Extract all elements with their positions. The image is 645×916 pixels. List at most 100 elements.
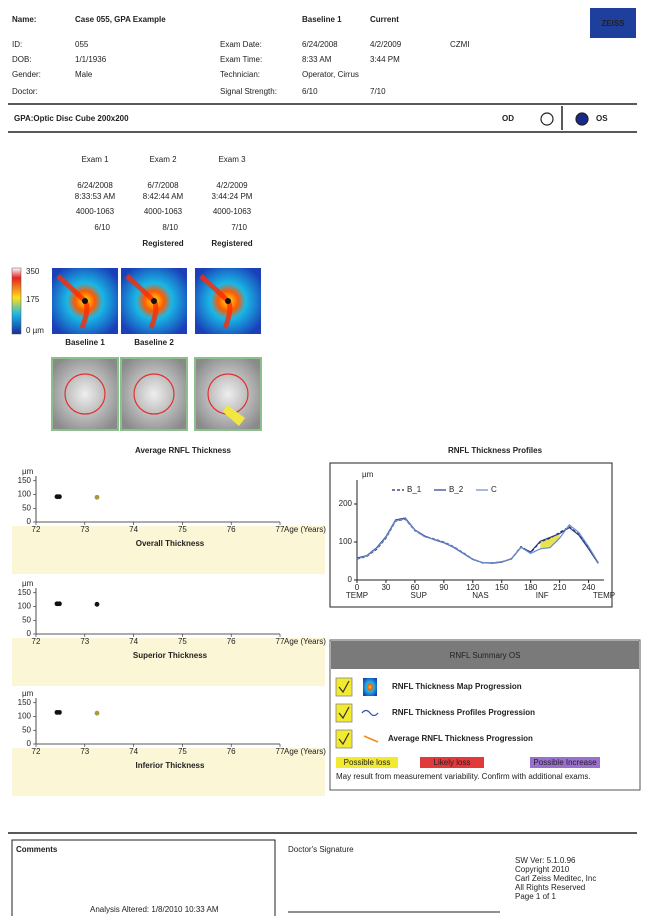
point bbox=[55, 494, 60, 499]
x-label: Age (Years) bbox=[284, 747, 326, 756]
chart-title: Superior Thickness bbox=[133, 651, 208, 660]
x-tick-label: 150 bbox=[495, 583, 509, 592]
y-tick-label: 100 bbox=[18, 602, 32, 611]
comments-label: Comments bbox=[16, 845, 58, 854]
label: Exam Time: bbox=[220, 55, 262, 64]
label: DOB: bbox=[12, 55, 32, 64]
x-tick-label: 210 bbox=[553, 583, 567, 592]
point bbox=[95, 711, 100, 716]
x-tick-label: 72 bbox=[32, 637, 41, 646]
x-tick-label: 75 bbox=[178, 747, 187, 756]
label: 4000-1063 bbox=[213, 207, 252, 216]
label: Operator, Cirrus bbox=[302, 70, 359, 79]
sector-label: TEMP bbox=[593, 591, 615, 600]
y-tick-label: 50 bbox=[22, 615, 31, 624]
label: Baseline 2 bbox=[134, 338, 174, 347]
y-unit: µm bbox=[362, 470, 374, 479]
label: Technician: bbox=[220, 70, 260, 79]
status-box bbox=[336, 678, 352, 696]
x-tick-label: 76 bbox=[227, 525, 236, 534]
label: 1/1/1936 bbox=[75, 55, 107, 64]
label: Doctor: bbox=[12, 87, 38, 96]
analysis-note: Analysis Altered: 1/8/2010 10:33 AM bbox=[90, 905, 219, 914]
legend-label: Likely loss bbox=[434, 758, 471, 767]
label: Name: bbox=[12, 15, 36, 24]
chart-title: Overall Thickness bbox=[136, 539, 205, 548]
sector-label: SUP bbox=[411, 591, 427, 600]
label: Exam 1 bbox=[81, 155, 109, 164]
logo: ZEISS bbox=[601, 19, 625, 28]
label: 4000-1063 bbox=[76, 207, 115, 216]
label: 8:42:44 AM bbox=[143, 192, 184, 201]
label: 8:33:53 AM bbox=[75, 192, 116, 201]
x-tick-label: 74 bbox=[129, 637, 138, 646]
section-title: RNFL Thickness Profiles bbox=[448, 446, 543, 455]
y-unit: µm bbox=[22, 579, 34, 588]
point bbox=[55, 601, 60, 606]
x-tick-label: 74 bbox=[129, 525, 138, 534]
sector-label: TEMP bbox=[346, 591, 368, 600]
y-unit: µm bbox=[22, 689, 34, 698]
software-info: Carl Zeiss Meditec, Inc bbox=[515, 874, 596, 883]
map-disc bbox=[82, 298, 88, 304]
x-label: Age (Years) bbox=[284, 637, 326, 646]
software-info: Copyright 2010 bbox=[515, 865, 570, 874]
label: 4/2/2009 bbox=[370, 40, 402, 49]
fundus-image bbox=[52, 358, 118, 430]
section-title: Average RNFL Thickness bbox=[135, 446, 232, 455]
software-info: All Rights Reserved bbox=[515, 883, 585, 892]
label: Exam Date: bbox=[220, 40, 262, 49]
y-tick-label: 100 bbox=[339, 537, 353, 546]
x-tick-label: 73 bbox=[80, 637, 89, 646]
label: ID: bbox=[12, 40, 22, 49]
scale-label: 175 bbox=[26, 295, 40, 304]
x-tick-label: 73 bbox=[80, 747, 89, 756]
label: 6/10 bbox=[94, 223, 110, 232]
y-tick-label: 50 bbox=[22, 725, 31, 734]
y-tick-label: 150 bbox=[18, 476, 32, 485]
label: 6/10 bbox=[302, 87, 318, 96]
note: May result from measurement variability.… bbox=[336, 772, 591, 781]
x-tick-label: 74 bbox=[129, 747, 138, 756]
software-info: Page 1 of 1 bbox=[515, 892, 556, 901]
legend-label: B_2 bbox=[449, 485, 464, 494]
label: 3:44:24 PM bbox=[212, 192, 253, 201]
x-tick-label: 75 bbox=[178, 637, 187, 646]
y-tick-label: 0 bbox=[348, 575, 353, 584]
signature-label: Doctor's Signature bbox=[288, 845, 354, 854]
label: 4000-1063 bbox=[144, 207, 183, 216]
page-title: GPA:Optic Disc Cube 200x200 bbox=[14, 114, 129, 123]
report: Name:Case 055, GPA ExampleBaseline 1Curr… bbox=[0, 0, 645, 916]
x-tick-label: 73 bbox=[80, 525, 89, 534]
label: 4/2/2009 bbox=[216, 181, 248, 190]
x-tick-label: 72 bbox=[32, 747, 41, 756]
map-disc bbox=[151, 298, 157, 304]
label: 7/10 bbox=[370, 87, 386, 96]
summary-item: Average RNFL Thickness Progression bbox=[388, 734, 533, 743]
label: Gender: bbox=[12, 70, 41, 79]
label: 6/24/2008 bbox=[77, 181, 113, 190]
map-icon bbox=[363, 678, 377, 696]
scale-label: 0 µm bbox=[26, 326, 44, 335]
label: Signal Strength: bbox=[220, 87, 277, 96]
label: 8:33 AM bbox=[302, 55, 332, 64]
scale-label: 350 bbox=[26, 267, 40, 276]
label: Case 055, GPA Example bbox=[75, 15, 166, 24]
eye-label: OD bbox=[502, 114, 514, 123]
summary-title: RNFL Summary OS bbox=[450, 651, 521, 660]
label: Exam 3 bbox=[218, 155, 246, 164]
eye-label: OS bbox=[596, 114, 608, 123]
label: 3:44 PM bbox=[370, 55, 400, 64]
label: CZMI bbox=[450, 40, 470, 49]
x-tick-label: 76 bbox=[227, 747, 236, 756]
chart-title: Inferior Thickness bbox=[136, 761, 205, 770]
x-label: Age (Years) bbox=[284, 525, 326, 534]
label: 6/7/2008 bbox=[147, 181, 179, 190]
x-tick-label: 90 bbox=[439, 583, 448, 592]
y-tick-label: 100 bbox=[18, 490, 32, 499]
legend-label: C bbox=[491, 485, 497, 494]
status-box bbox=[336, 730, 352, 748]
y-tick-label: 50 bbox=[22, 503, 31, 512]
label: Exam 2 bbox=[149, 155, 177, 164]
y-tick-label: 200 bbox=[339, 499, 353, 508]
